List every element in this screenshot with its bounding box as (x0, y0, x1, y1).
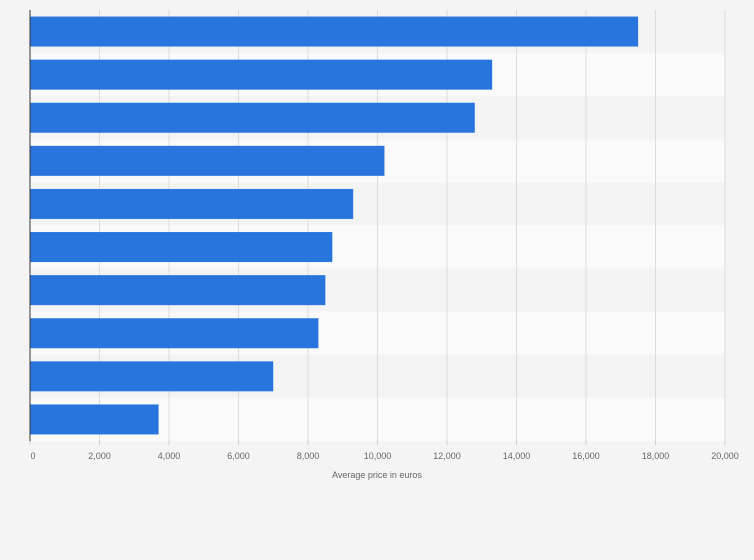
bar (30, 318, 319, 349)
x-tick-label: 0 (30, 451, 35, 461)
x-axis-ticks: 0 2,000 4,000 6,000 8,000 10,000 12,000 14,000 1… (29, 441, 739, 461)
x-tick-label: 18,000 (642, 451, 670, 461)
bar (30, 188, 354, 219)
x-tick-label: 4,000 (158, 451, 181, 461)
x-tick-label: 20,000 (711, 451, 739, 461)
bar (30, 404, 159, 435)
bar (30, 16, 639, 47)
x-tick-label: 16,000 (572, 451, 600, 461)
bar (30, 361, 274, 392)
x-tick-label: 2,000 (88, 451, 111, 461)
bars (30, 16, 639, 435)
bar (30, 275, 326, 306)
x-tick-label: 12,000 (433, 451, 461, 461)
bar (30, 145, 385, 176)
x-tick-label: 6,000 (227, 451, 250, 461)
x-tick-label: 8,000 (297, 451, 320, 461)
bar (30, 232, 333, 263)
x-tick-label: 10,000 (364, 451, 392, 461)
bar (30, 59, 493, 90)
x-tick-label: 14,000 (503, 451, 531, 461)
bar (30, 102, 475, 133)
x-axis-title: Average price in euros (332, 470, 422, 480)
